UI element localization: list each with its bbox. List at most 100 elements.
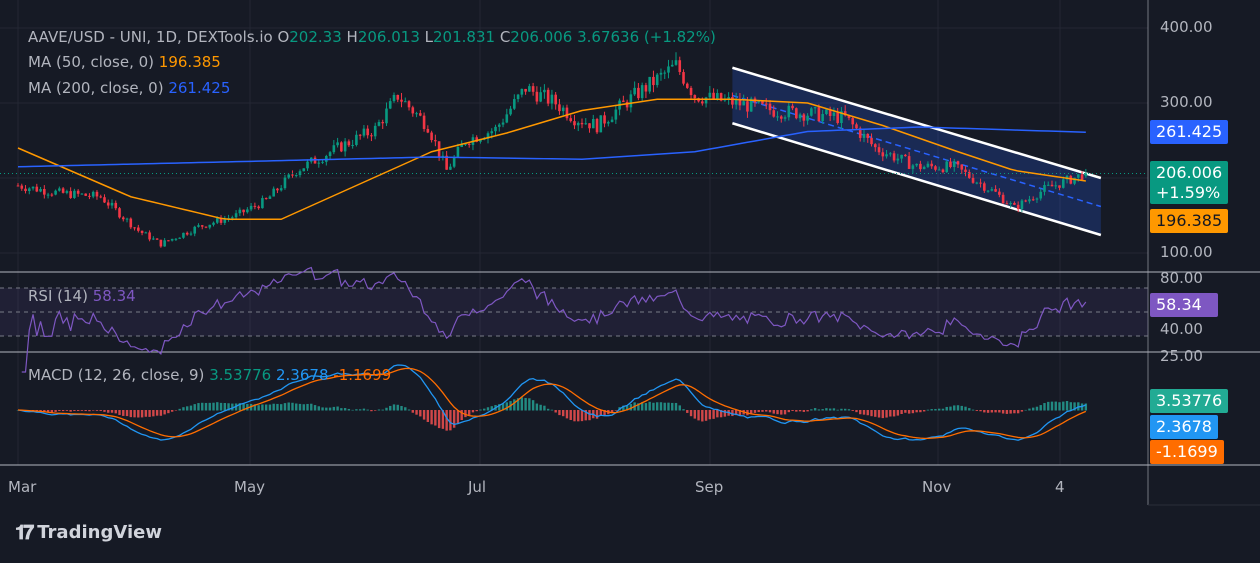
macd-histogram-bar [840, 408, 843, 411]
candle-body [749, 98, 753, 112]
candle-body [148, 232, 151, 240]
candle-body [768, 103, 772, 111]
macd-histogram-bar [392, 404, 396, 411]
candle-body [1073, 177, 1076, 184]
candle-body [682, 72, 685, 84]
candle-body [268, 196, 272, 199]
macd-histogram-bar [689, 410, 693, 417]
time-tick: 4 [1055, 478, 1065, 496]
macd-histogram-bar [546, 408, 550, 411]
macd-legend[interactable]: MACD (12, 26, close, 9) 3.53776 2.3678 -… [28, 366, 391, 384]
candle-body [137, 227, 140, 231]
candle-body [937, 169, 941, 171]
macd-histogram-bar [577, 410, 580, 422]
macd-histogram-bar [1001, 410, 1005, 414]
candle-body [960, 164, 964, 170]
candle-body [603, 115, 606, 124]
candle-body [1058, 185, 1061, 188]
channel-mid-line [732, 94, 1102, 208]
candle-body [80, 193, 84, 195]
macd-histogram-bar [836, 409, 839, 411]
candle-body [828, 109, 832, 116]
macd-histogram-bar [1016, 410, 1020, 414]
candle-body [91, 191, 95, 197]
candle-body [678, 60, 682, 73]
candle-body [580, 122, 584, 125]
macd-histogram-bar [328, 407, 332, 411]
macd-histogram-bar [1039, 405, 1042, 411]
macd-histogram-bar [437, 410, 441, 429]
symbol-title: AAVE/USD - UNI, 1D, DEXTools.io [28, 28, 273, 46]
macd-histogram-bar [780, 410, 783, 415]
tradingview-logo[interactable]: 𝟏𝟕 TradingView [15, 520, 162, 544]
macd-histogram-bar [1062, 401, 1065, 411]
macd-histogram-bar [178, 408, 181, 411]
candle-body [449, 166, 452, 170]
time-tick: Jul [468, 478, 487, 496]
candle-body [426, 128, 430, 133]
macd-histogram-bar [712, 410, 715, 419]
macd-histogram-bar [881, 410, 884, 419]
candle-body [900, 154, 903, 159]
candle-body [125, 218, 129, 220]
macd-histogram-bar [99, 410, 102, 411]
price-tick: 100.00 [1160, 243, 1213, 261]
macd-histogram-bar [1054, 401, 1057, 411]
macd-histogram-bar [362, 408, 366, 411]
macd-histogram-bar [306, 403, 309, 411]
candle-body [979, 182, 982, 184]
macd-histogram-bar [678, 405, 681, 411]
macd-histogram-bar [783, 410, 787, 415]
candle-body [133, 227, 136, 229]
macd-histogram-bar [238, 403, 242, 411]
candle-body [595, 118, 599, 133]
macd-value: 2.3678 [276, 366, 329, 384]
low-label: L [424, 28, 433, 46]
ma200-legend[interactable]: MA (200, close, 0) 261.425 [28, 79, 230, 97]
ma50-legend[interactable]: MA (50, close, 0) 196.385 [28, 53, 221, 71]
macd-histogram-bar [938, 408, 941, 411]
macd-histogram-bar [351, 409, 354, 411]
candle-body [272, 188, 275, 197]
macd-histogram-bar [152, 410, 155, 417]
macd-tag: 2.3678 [1150, 415, 1218, 439]
macd-histogram-bar [513, 399, 516, 411]
macd-histogram-bar [693, 410, 696, 419]
macd-histogram-bar [167, 410, 170, 414]
candle-body [576, 122, 580, 126]
macd-histogram-bar [54, 410, 57, 412]
candle-body [926, 163, 930, 167]
candle-body [193, 226, 197, 234]
candle-body [513, 99, 516, 109]
candle-body [381, 122, 385, 124]
macd-histogram-bar [877, 410, 881, 418]
macd-histogram-bar [189, 405, 193, 411]
macd-histogram-bar [757, 410, 760, 413]
candle-body [246, 209, 249, 213]
macd-hist-tag: 3.53776 [1150, 389, 1229, 413]
candle-body [716, 93, 719, 99]
open-label: O [277, 28, 290, 46]
macd-histogram-bar [1069, 402, 1072, 411]
macd-histogram-bar [697, 410, 700, 421]
macd-histogram-bar [915, 410, 918, 413]
macd-histogram-bar [656, 402, 659, 411]
candle-body [283, 177, 287, 189]
macd-histogram-bar [614, 410, 618, 411]
candle-body [934, 166, 937, 170]
candle-body [253, 205, 257, 207]
macd-histogram-bar [1009, 410, 1012, 414]
candle-body [659, 72, 663, 75]
macd-histogram-bar [768, 410, 772, 413]
ma200-value: 261.425 [168, 79, 231, 97]
candle-body [633, 87, 636, 95]
macd-histogram-bar [88, 410, 91, 412]
macd-histogram-bar [851, 410, 854, 411]
macd-histogram-bar [385, 407, 388, 411]
candle-body [614, 109, 618, 120]
rsi-legend[interactable]: RSI (14) 58.34 [28, 287, 136, 305]
candle-body [212, 222, 215, 225]
candle-body [494, 126, 497, 132]
